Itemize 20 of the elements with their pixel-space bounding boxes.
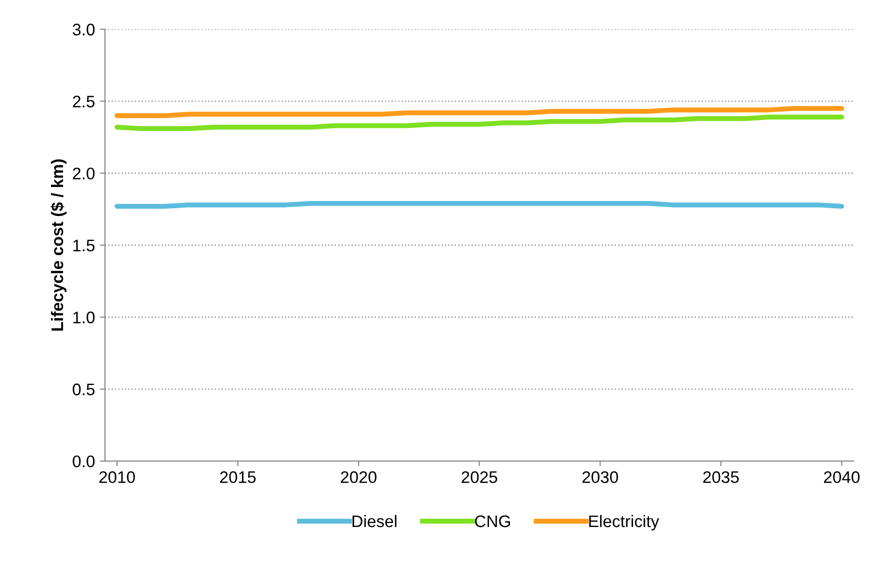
legend-label: Diesel [352,514,396,528]
line-series [114,106,844,118]
line-series [114,114,844,132]
y-tick-label: 0.5 [72,384,95,396]
x-tick-label: 2035 [703,471,739,484]
legend-label: Electricity [589,514,660,530]
legend-label: CNG [475,515,510,528]
y-tick-label: 1.5 [73,240,95,252]
y-tick-label: 3.0 [72,24,95,36]
x-tick-label: 2010 [99,471,135,484]
y-tick-label: 2.0 [72,168,95,180]
y-tick-label: 1.0 [73,312,95,324]
x-tick-label: 2020 [340,471,376,484]
x-tick-label: 2040 [824,471,860,484]
y-tick-label: 2.5 [72,96,95,108]
y-axis-title: Lifecycle cost ($ / km) [50,159,67,331]
x-tick-label: 2030 [582,471,618,484]
y-tick-label: 0.0 [72,456,95,468]
x-tick-label: 2025 [462,471,498,484]
x-tick-label: 2015 [220,471,256,484]
